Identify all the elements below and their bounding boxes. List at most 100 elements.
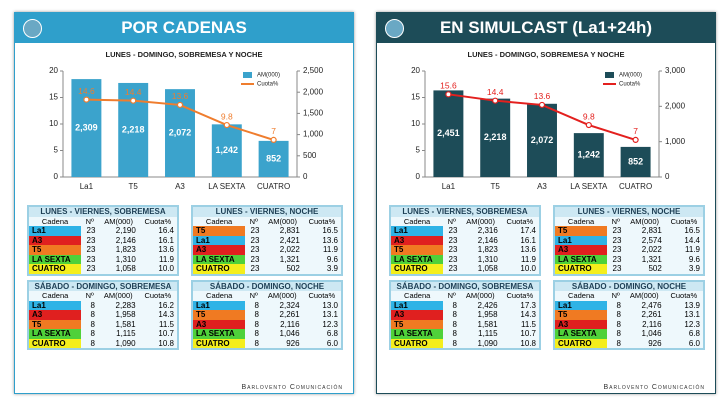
cell: 8 <box>616 310 621 319</box>
header-cell: Nº <box>611 291 620 300</box>
y-tick-label: 0 <box>54 172 59 181</box>
cell: 8 <box>452 338 457 348</box>
channel-cell: CUATRO <box>554 338 608 349</box>
channel-cell: CUATRO <box>28 264 82 275</box>
table-title: LUNES - VIERNES, NOCHE <box>554 206 704 217</box>
cell: 14.4 <box>684 235 700 245</box>
bar <box>71 79 102 177</box>
cell: 23 <box>250 254 260 264</box>
cell: 2,316 <box>477 226 498 235</box>
cell: 8 <box>90 329 95 338</box>
cell: 3.9 <box>326 264 338 273</box>
y-tick-label: 15 <box>49 93 58 102</box>
line-value-label: 13.6 <box>172 91 189 101</box>
cell: 23 <box>448 264 458 273</box>
line-value-label: 15.6 <box>440 81 457 91</box>
line-value-label: 9.8 <box>583 111 595 121</box>
cell: 2,831 <box>279 226 300 235</box>
header-cell: Nº <box>85 291 94 300</box>
line-point <box>632 136 639 144</box>
data-table: LUNES - VIERNES, NOCHE Cadena Nº AM(000) Cuo… <box>191 205 343 276</box>
cell: 2,426 <box>477 300 498 310</box>
cell: 23 <box>250 235 260 245</box>
cell: 8 <box>254 300 259 310</box>
y-tick-label: 20 <box>411 66 420 75</box>
header-cell: AM(000) <box>465 291 495 300</box>
cell: 17.3 <box>520 300 536 310</box>
cell: 13.6 <box>322 235 338 245</box>
bar <box>211 124 242 177</box>
bar-value-label: 2,451 <box>437 128 460 138</box>
line-point <box>223 121 230 129</box>
line-point <box>176 101 184 109</box>
table-row: La1 23 2,316 17.4 <box>390 226 540 236</box>
cell: 1,958 <box>115 310 136 319</box>
channel-cell: La1 <box>192 300 246 310</box>
table-title: LUNES - VIERNES, SOBREMESA <box>390 206 540 217</box>
header-cell: Cuota% <box>670 291 698 300</box>
cell: 1,058 <box>115 264 136 273</box>
channel-cell: T5 <box>192 226 246 236</box>
cell: 23 <box>612 254 622 264</box>
bar-value-label: 1,242 <box>578 149 601 159</box>
channel-cell: T5 <box>554 310 608 320</box>
cell: 23 <box>612 264 622 273</box>
channel-cell: A3 <box>28 235 82 245</box>
y2-tick-label: 1,000 <box>303 130 324 139</box>
cell: 10.7 <box>158 329 174 338</box>
y-tick-label: 10 <box>49 119 58 128</box>
table-row: A3 8 2,116 12.3 <box>554 319 704 329</box>
cell: 2,261 <box>279 310 300 319</box>
bar-value-label: 2,072 <box>169 127 192 137</box>
cell: 6.0 <box>688 338 700 348</box>
header-cell: Cadena <box>42 291 69 300</box>
cell: 6.0 <box>326 338 338 348</box>
y-tick-label: 5 <box>54 146 59 155</box>
channel-cell: A3 <box>554 245 608 255</box>
data-table: SÁBADO - DOMINGO, SOBREMESA Cadena Nº AM(00… <box>27 279 179 350</box>
bar <box>480 98 511 177</box>
legend-swatch <box>243 72 252 78</box>
cell: 8 <box>616 300 621 310</box>
cell: 1,823 <box>115 245 136 254</box>
cell: 16.4 <box>158 226 174 235</box>
channel-cell: A3 <box>390 235 444 245</box>
bar-value-label: 852 <box>628 156 643 166</box>
table-title: LUNES - VIERNES, SOBREMESA <box>28 206 178 217</box>
line-point <box>445 91 452 98</box>
header-cell: Nº <box>249 291 258 300</box>
data-table: SÁBADO - DOMINGO, SOBREMESA Cadena Nº AM(00… <box>389 279 541 350</box>
cell: 1,321 <box>641 254 662 264</box>
cell: 11.9 <box>323 245 338 254</box>
y2-tick-label: 2,000 <box>303 87 324 96</box>
legend-label: AM(000) <box>619 73 642 79</box>
table-row: A3 23 2,146 16.1 <box>28 235 178 245</box>
cell: 23 <box>612 226 622 235</box>
table-row: LA SEXTA 8 1,115 10.7 <box>390 329 540 339</box>
y-tick-label: 0 <box>416 172 421 181</box>
table-header-row: Cadena Nº AM(000) Cuota% <box>28 217 178 227</box>
cell: 12.3 <box>322 319 338 329</box>
cell: 8 <box>452 319 457 329</box>
cell: 11.5 <box>159 319 174 329</box>
cell: 1,581 <box>477 319 498 329</box>
header-cell: Cuota% <box>506 216 534 226</box>
data-table: LUNES - VIERNES, SOBREMESA Cadena Nº AM(000… <box>27 205 179 276</box>
channel-cell: CUATRO <box>390 264 444 275</box>
cell: 8 <box>452 329 457 338</box>
cell: 23 <box>250 264 260 273</box>
cell: 1,046 <box>641 329 662 338</box>
header-cell: Cuota% <box>670 216 698 226</box>
cell: 23 <box>86 254 96 264</box>
table-row: LA SEXTA 23 1,310 11.9 <box>390 254 540 264</box>
cell: 16.1 <box>158 235 174 245</box>
cell: 13.6 <box>520 245 536 254</box>
cell: 1,823 <box>477 245 498 254</box>
header-cell: AM(000) <box>466 216 495 226</box>
data-table: SÁBADO - DOMINGO, NOCHE Cadena Nº AM(000) Cu… <box>553 279 705 350</box>
data-table: SÁBADO - DOMINGO, NOCHE Cadena Nº AM(000) Cu… <box>191 279 343 350</box>
cell: 8 <box>616 338 621 348</box>
channel-cell: T5 <box>192 310 246 320</box>
table-row: A3 8 1,958 14.3 <box>390 310 540 320</box>
table-row: T5 8 2,261 13.1 <box>192 310 342 320</box>
